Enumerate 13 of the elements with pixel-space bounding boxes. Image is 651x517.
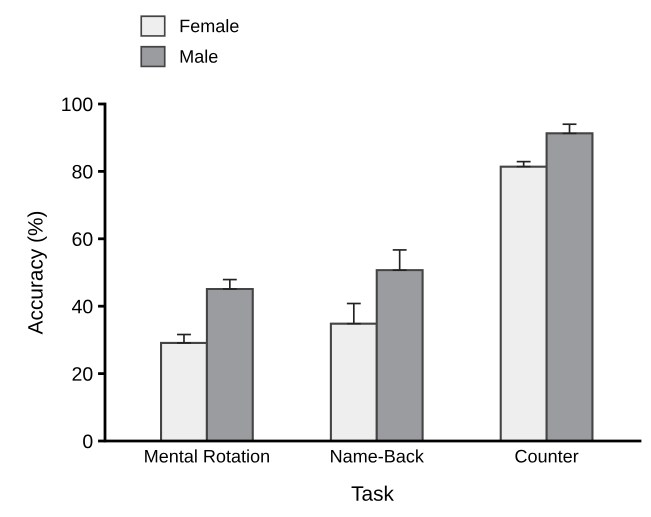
- y-tick-label: 40: [72, 300, 92, 314]
- x-tick-label: Name-Back: [331, 449, 424, 463]
- y-tick-label: 60: [72, 232, 92, 246]
- y-tick-label: 100: [62, 97, 92, 112]
- y-tick-label: 20: [72, 367, 92, 381]
- y-tick-label: 0: [83, 434, 92, 448]
- y-tick-label: 80: [72, 164, 92, 179]
- x-tick-label: Counter: [515, 450, 578, 463]
- legend-label: Male: [180, 50, 218, 63]
- x-tick-label: Mental Rotation: [145, 449, 269, 463]
- x-axis-title: Task: [352, 486, 394, 501]
- legend-label: Female: [180, 19, 239, 32]
- y-axis-title: Accuracy (%): [27, 212, 47, 334]
